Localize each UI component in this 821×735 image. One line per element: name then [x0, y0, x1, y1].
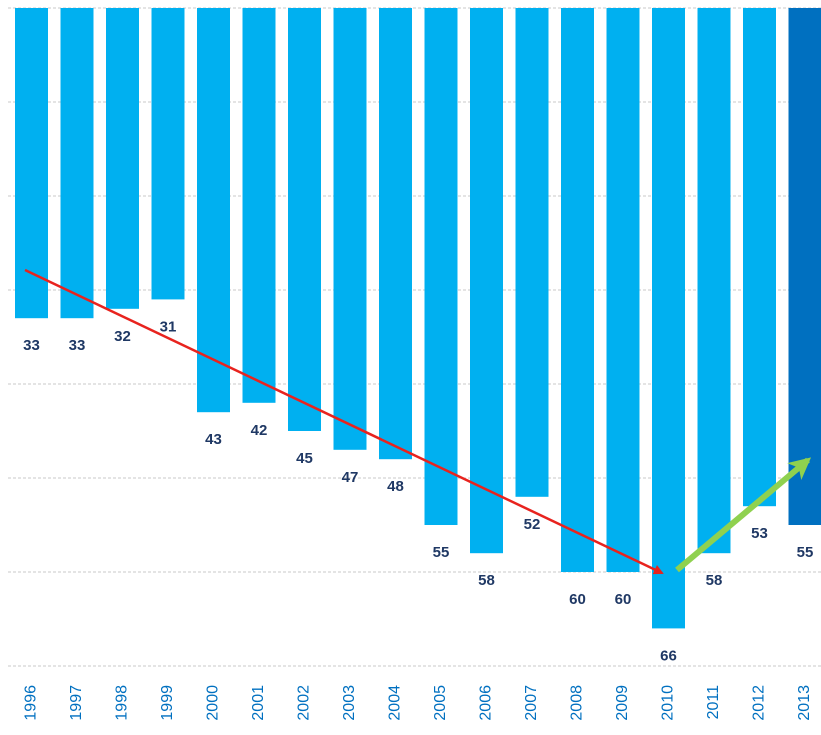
x-tick-label: 1999 — [159, 685, 176, 721]
value-label: 53 — [751, 525, 768, 542]
x-tick-label: 2005 — [432, 685, 449, 721]
bars: 33 33 32 31 43 42 45 47 48 55 58 52 60 60 66 58 53 55 — [15, 8, 821, 664]
x-tick-label: 2002 — [296, 685, 313, 721]
bar — [15, 8, 48, 319]
value-label: 55 — [797, 544, 814, 561]
value-label: 66 — [660, 647, 677, 664]
bar — [606, 8, 640, 572]
value-label: 48 — [387, 478, 404, 495]
grid — [8, 7, 821, 667]
bar — [743, 8, 776, 507]
bar — [242, 8, 276, 403]
value-label: 45 — [296, 450, 313, 467]
value-label: 33 — [69, 337, 86, 354]
trend-arrows — [24, 268, 812, 575]
bar — [151, 8, 185, 300]
bar — [515, 8, 549, 497]
green-arrow — [675, 457, 812, 573]
bar — [424, 8, 458, 525]
bar — [697, 8, 731, 554]
x-tick-label: 2000 — [205, 685, 222, 721]
x-tick-label: 1998 — [114, 685, 131, 721]
value-label: 58 — [706, 572, 723, 589]
bar — [379, 8, 412, 460]
value-label: 60 — [569, 591, 586, 608]
value-label: 31 — [160, 318, 177, 335]
bar — [561, 8, 594, 572]
x-tick-label: 2010 — [660, 685, 677, 721]
value-label: 47 — [342, 469, 359, 486]
bar — [652, 8, 685, 629]
x-tick-label: 2001 — [250, 685, 267, 721]
bar — [60, 8, 94, 319]
bar — [470, 8, 503, 554]
bar — [333, 8, 367, 450]
value-label: 32 — [114, 328, 131, 345]
x-tick-label: 2003 — [341, 685, 358, 721]
x-tick-label: 2006 — [478, 685, 495, 721]
x-tick-label: 2009 — [614, 685, 631, 721]
x-tick-label: 2008 — [569, 685, 586, 721]
x-tick-label: 2013 — [796, 685, 813, 721]
bar — [788, 8, 821, 525]
value-label: 55 — [433, 544, 450, 561]
x-tick-label: 2007 — [523, 685, 540, 721]
x-tick-label: 1997 — [68, 685, 85, 721]
x-tick-label: 2011 — [705, 685, 722, 720]
bar — [288, 8, 321, 431]
value-label: 58 — [478, 572, 495, 589]
value-label: 52 — [524, 516, 541, 533]
x-tick-label: 2012 — [751, 685, 768, 721]
value-label: 42 — [251, 422, 268, 439]
x-tick-label: 1996 — [23, 685, 40, 721]
value-label: 43 — [205, 431, 222, 448]
value-label: 33 — [23, 337, 40, 354]
value-label: 60 — [615, 591, 632, 608]
x-tick-label: 2004 — [387, 685, 404, 721]
bar — [106, 8, 139, 309]
red-arrow — [24, 268, 664, 575]
bar — [197, 8, 230, 413]
